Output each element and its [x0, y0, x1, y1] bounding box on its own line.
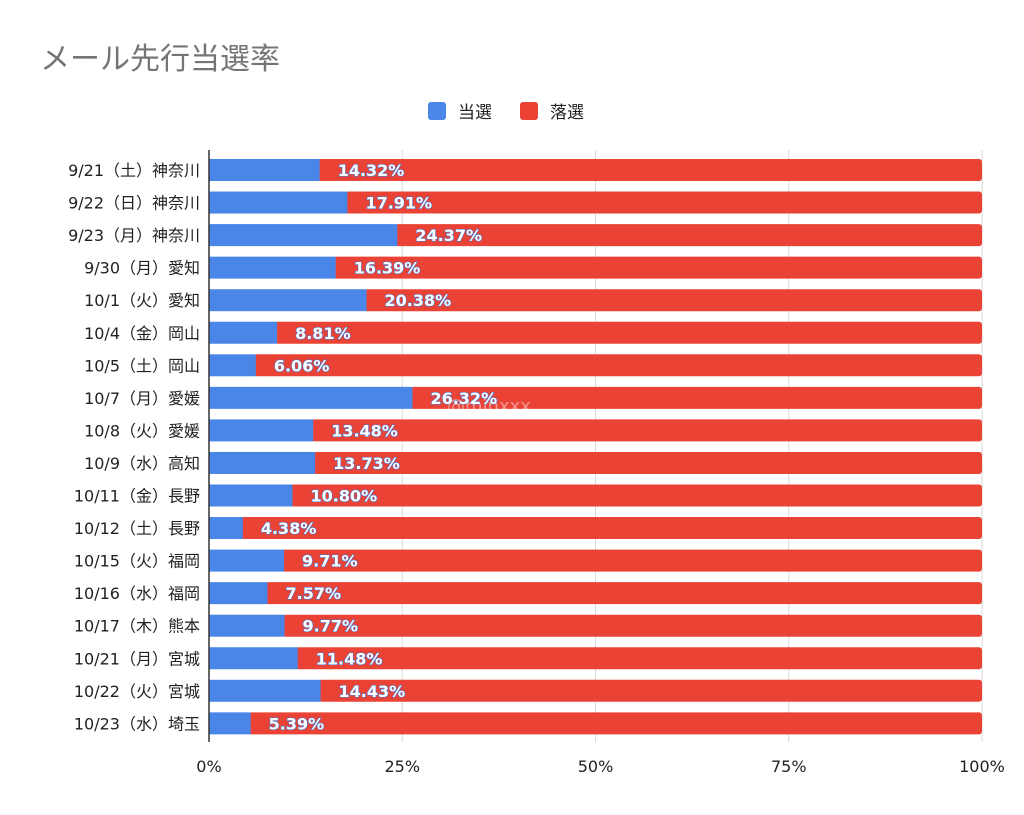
bar-win [209, 614, 285, 637]
legend-label-win: 当選 [458, 103, 492, 123]
data-label: 11.48% [316, 649, 383, 668]
data-label: 20.38% [385, 291, 452, 310]
data-label: 14.43% [339, 682, 406, 701]
x-tick-label: 50% [578, 757, 614, 776]
bar-lose [345, 191, 982, 214]
data-label: 5.39% [269, 714, 325, 733]
data-label: 9.77% [303, 617, 359, 636]
bar-lose [248, 712, 983, 735]
data-label: 13.73% [333, 454, 400, 473]
bar-lose [333, 256, 982, 279]
legend-swatch-lose [520, 101, 538, 120]
data-label: 4.38% [261, 519, 317, 538]
category-label: 10/7（月）愛媛 [84, 389, 200, 408]
data-label: 9.71% [302, 552, 358, 571]
legend-item-lose[interactable]: 落選 [520, 98, 584, 123]
category-label: 10/15（火）福岡 [74, 552, 200, 571]
bar-lose [275, 321, 982, 344]
bar-lose [317, 159, 982, 181]
category-label: 9/23（月）神奈川 [68, 226, 200, 245]
bar-win [209, 517, 243, 540]
bar-lose [395, 224, 982, 247]
bar-lose [410, 386, 982, 409]
bar-win [209, 354, 256, 377]
bar-win [209, 256, 336, 279]
category-label: 10/4（金）岡山 [84, 324, 200, 343]
bar-win [209, 159, 320, 181]
bar-win [209, 647, 298, 670]
bar-lose [313, 451, 982, 474]
bar-win [209, 191, 348, 214]
legend-item-win[interactable]: 当選 [428, 98, 492, 123]
category-label: 10/12（土）長野 [74, 519, 200, 538]
legend-swatch-win [428, 101, 446, 120]
bar-win [209, 679, 321, 702]
legend-label-lose: 落選 [550, 103, 584, 123]
bar-lose [290, 484, 982, 507]
category-label: 10/23（水）埼玉 [74, 714, 200, 733]
category-label: 10/8（火）愛媛 [84, 421, 200, 440]
data-label: 24.37% [415, 226, 482, 245]
legend: 当選 落選 [428, 98, 612, 123]
category-label: 9/21（土）神奈川 [68, 161, 200, 180]
category-label: 9/30（月）愛知 [84, 259, 200, 278]
category-label: 10/21（月）宮城 [74, 649, 200, 668]
bar-lose [318, 679, 982, 702]
bar-win [209, 419, 314, 442]
data-label: 7.57% [286, 584, 342, 603]
bar-lose [253, 354, 982, 377]
bar-lose [311, 419, 982, 442]
bar-lose [282, 549, 982, 572]
bar-win [209, 386, 413, 409]
category-label: 10/11（金）長野 [74, 487, 200, 506]
data-label: 16.39% [354, 259, 421, 278]
category-label: 10/1（火）愛知 [84, 291, 200, 310]
category-label: 10/17（木）熊本 [74, 617, 200, 636]
data-label: 10.80% [310, 487, 377, 506]
bar-win [209, 712, 251, 735]
data-label: 13.48% [331, 421, 398, 440]
bar-win [209, 321, 278, 344]
bar-win [209, 289, 367, 312]
bar-lose [295, 647, 983, 670]
bar-win [209, 224, 398, 247]
data-label: 17.91% [365, 194, 432, 213]
x-tick-label: 25% [384, 757, 420, 776]
data-label: 8.81% [295, 324, 351, 343]
category-label: 10/16（水）福岡 [74, 584, 200, 603]
data-label: 14.32% [338, 161, 405, 180]
bar-lose [265, 582, 982, 605]
category-label: 10/9（水）高知 [84, 454, 200, 473]
category-label: 9/22（日）神奈川 [68, 194, 200, 213]
bar-lose [240, 517, 982, 540]
x-tick-label: 100% [959, 757, 1005, 776]
category-label: 10/5（土）岡山 [84, 356, 200, 375]
data-label: 26.32% [430, 389, 497, 408]
x-tick-label: 75% [771, 757, 807, 776]
bar-lose [282, 614, 982, 637]
chart-title: メール先行当選率 [40, 42, 280, 77]
category-label: 10/22（火）宮城 [74, 682, 200, 701]
bar-win [209, 484, 293, 507]
watermark: @minxxx [447, 396, 531, 417]
bar-win [209, 451, 316, 474]
bar-win [209, 549, 285, 572]
bar-lose [364, 289, 982, 312]
x-tick-label: 0% [196, 757, 221, 776]
data-label: 6.06% [274, 356, 330, 375]
bar-win [209, 582, 268, 605]
